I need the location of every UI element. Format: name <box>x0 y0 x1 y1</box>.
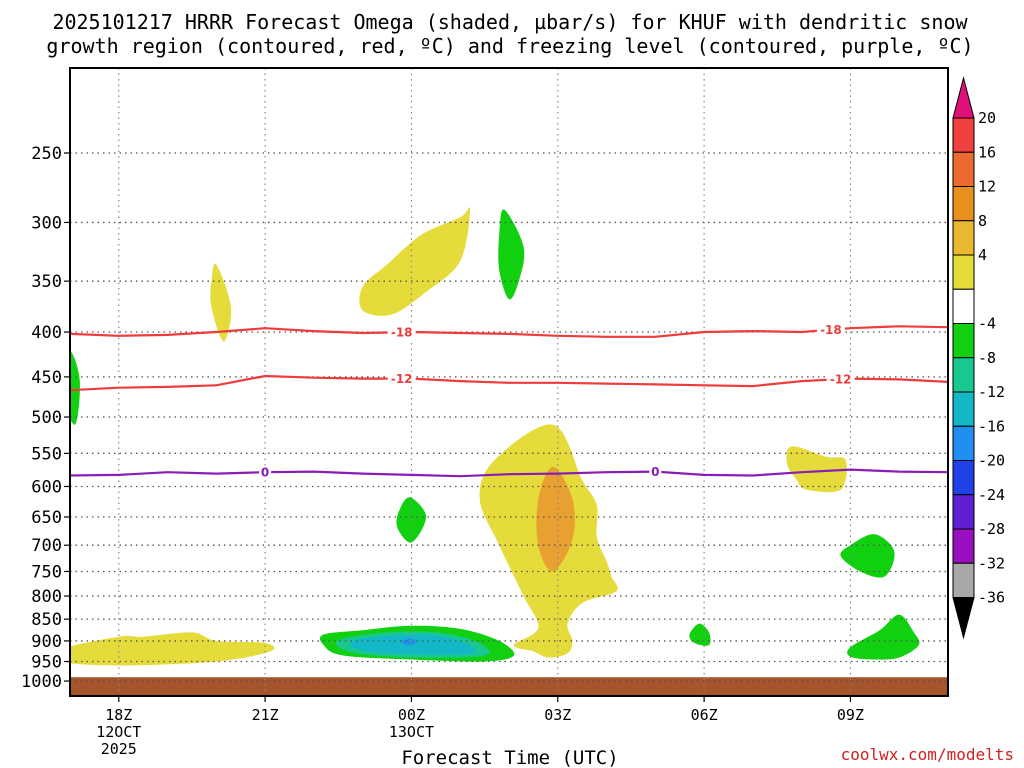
x-axis-label: Forecast Time (UTC) <box>401 747 618 768</box>
colorbar-bin-5 <box>952 254 975 290</box>
contour-dendritic-top <box>70 325 948 338</box>
omega-region-yellow-350-hour3 <box>210 263 232 342</box>
y-tick-label-350: 350 <box>31 272 62 292</box>
y-axis-pressure-ticks: 2503003504004505005506006507007508008509… <box>21 144 70 692</box>
contour-label-bg <box>387 371 416 386</box>
y-tick-label-400: 400 <box>31 323 62 343</box>
colorbar-bin-9 <box>952 391 975 427</box>
site-credit: coolwx.com/modelts <box>841 745 1014 764</box>
colorbar-label--32: -32 <box>978 554 1005 572</box>
omega-region-green-sfc-right <box>847 614 920 660</box>
contour-freezing-level <box>70 468 948 478</box>
colorbar-label--4: -4 <box>978 315 996 333</box>
colorbar-label--20: -20 <box>978 452 1005 470</box>
omega-region-yellow-sfc-left <box>70 632 275 666</box>
y-tick-label-1000: 1000 <box>21 672 62 692</box>
y-tick-label-900: 900 <box>31 632 62 652</box>
x-tick-label-21Z: 21Z <box>252 706 279 724</box>
contour-label-dendritic-top-1: -18 <box>820 323 842 337</box>
contour-label-freezing-level-1: 0 <box>651 465 659 479</box>
colorbar-bin-bottom <box>952 597 975 640</box>
y-tick-label-650: 650 <box>31 508 62 528</box>
colorbar-bin-10 <box>952 425 975 461</box>
contour-dendritic-bottom <box>70 374 948 392</box>
omega-region-green-300-hour8_9 <box>498 209 525 300</box>
colorbar-label--16: -16 <box>978 417 1005 435</box>
colorbar-bin-top <box>952 76 975 119</box>
contour-label-freezing-level-0: 0 <box>261 466 269 480</box>
colorbar-label--28: -28 <box>978 520 1005 538</box>
colorbar-bin-8 <box>952 357 975 393</box>
contour-label-bg <box>387 325 416 340</box>
y-tick-label-500: 500 <box>31 408 62 428</box>
colorbar-label-8: 8 <box>978 212 987 230</box>
y-tick-label-950: 950 <box>31 653 62 673</box>
omega-region-yellow-upper-central <box>359 207 470 316</box>
colorbar-bin-7 <box>952 323 975 359</box>
omega-region-blue-dot-central <box>401 638 417 646</box>
colorbar-label-20: 20 <box>978 109 996 127</box>
colorbar-bin-14 <box>952 562 975 598</box>
y-tick-label-250: 250 <box>31 144 62 164</box>
x-tick-label-06Z: 06Z <box>691 706 718 724</box>
contour-label-bg <box>259 465 272 480</box>
contour-label-bg <box>816 322 845 337</box>
omega-shading <box>70 207 920 666</box>
colorbar-bin-1 <box>952 117 975 153</box>
contour-label-dendritic-top-0: -18 <box>391 326 413 340</box>
contour-label-bg <box>649 464 662 479</box>
x-tick-date-18Z: 12OCT <box>96 723 141 741</box>
x-tick-label-03Z: 03Z <box>544 706 571 724</box>
colorbar-label--24: -24 <box>978 486 1005 504</box>
chart-title-line-1: 2025101217 HRRR Forecast Omega (shaded, … <box>52 10 968 34</box>
chart-title-line-2: growth region (contoured, red, ºC) and f… <box>46 34 973 58</box>
colorbar-bin-4 <box>952 220 975 256</box>
y-tick-label-300: 300 <box>31 213 62 233</box>
omega-region-green-880-hour13 <box>689 623 711 646</box>
plot-frame <box>69 67 949 697</box>
contour-label-dendritic-bottom-0: -12 <box>391 372 413 386</box>
colorbar-label-4: 4 <box>978 246 987 264</box>
colorbar-bin-13 <box>952 528 975 564</box>
colorbar-label-12: 12 <box>978 178 996 196</box>
x-tick-label-09Z: 09Z <box>837 706 864 724</box>
colorbar-label--12: -12 <box>978 383 1005 401</box>
y-tick-label-550: 550 <box>31 444 62 464</box>
y-tick-label-850: 850 <box>31 610 62 630</box>
colorbar-bin-6 <box>952 288 975 324</box>
colorbar-bin-3 <box>952 186 975 222</box>
colorbar-label--36: -36 <box>978 589 1005 607</box>
y-tick-label-750: 750 <box>31 562 62 582</box>
omega-colorbar: 20 16 12 8 4 -4 -8 -12 -16 -20 -24 -28 -32 -36 <box>952 76 1005 640</box>
colorbar-bin-2 <box>952 151 975 187</box>
omega-region-teal-sfc-central <box>350 635 476 655</box>
x-tick-date-00Z: 13OCT <box>389 723 434 741</box>
colorbar-bin-12 <box>952 494 975 530</box>
contour-label-dendritic-bottom-1: -12 <box>830 373 852 387</box>
contour-lines: -18 -18 -12 -12 0 0 <box>70 322 948 480</box>
y-tick-label-600: 600 <box>31 477 62 497</box>
ground-surface <box>70 677 948 696</box>
x-tick-year-18Z: 2025 <box>101 740 137 758</box>
x-tick-label-00Z: 00Z <box>398 706 425 724</box>
ground-terrain <box>70 677 948 696</box>
colorbar-bin-11 <box>952 460 975 496</box>
omega-region-green-700-hour16_5 <box>840 534 895 578</box>
omega-region-yellow-550-hour15 <box>786 446 847 493</box>
omega-region-green-450-hour0 <box>70 350 80 425</box>
colorbar-label--8: -8 <box>978 349 996 367</box>
y-tick-label-450: 450 <box>31 368 62 388</box>
y-tick-label-700: 700 <box>31 536 62 556</box>
colorbar-label-16: 16 <box>978 143 996 161</box>
contour-label-bg <box>826 372 855 387</box>
y-tick-label-800: 800 <box>31 587 62 607</box>
x-tick-label-18Z: 18Z <box>105 706 132 724</box>
